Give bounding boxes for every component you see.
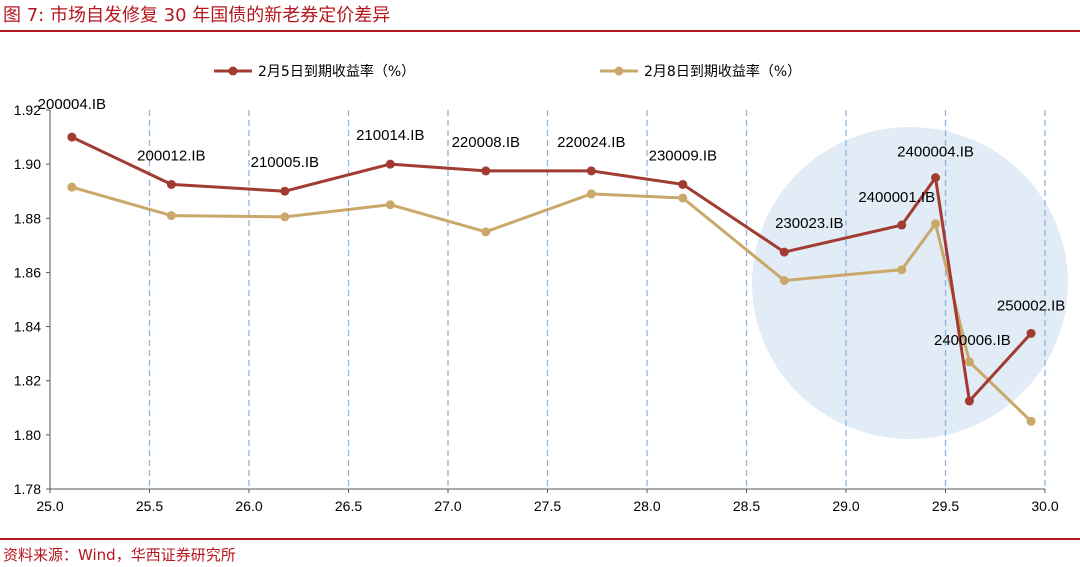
point-label: 220024.IB [557, 134, 625, 151]
legend-entry: 2月8日到期收益率（%） [644, 63, 801, 80]
y-tick-label: 1.92 [14, 102, 41, 118]
series-1-point [385, 159, 395, 169]
legend-swatch-marker [614, 66, 624, 76]
series-2-point [897, 265, 907, 275]
series-1-point [1026, 328, 1036, 338]
y-tick-label: 1.78 [14, 481, 41, 497]
x-tick-label: 28.5 [733, 498, 760, 514]
point-label: 210014.IB [356, 127, 424, 144]
point-labels: 200004.IB 200012.IB 210005.IB 210014.IB 2200… [38, 96, 1066, 349]
x-tick-label: 29.0 [832, 498, 859, 514]
series-2-point [678, 193, 688, 203]
axes: 25.0 25.5 26.0 26.5 27.0 27.5 28.0 28.5 29.0 29.5… [14, 102, 1059, 514]
series-1-point [586, 166, 596, 176]
highlight-circle [752, 127, 1068, 439]
x-tick-label: 25.5 [136, 498, 163, 514]
series-1-point [481, 166, 491, 176]
y-tick-label: 1.80 [14, 427, 41, 443]
x-tick-label: 25.0 [36, 498, 63, 514]
figure-title: 图 7: 市场自发修复 30 年国债的新老券定价差异 [3, 5, 391, 26]
series-2-point [166, 211, 176, 221]
point-label: 200012.IB [137, 147, 205, 164]
series-2-point [779, 276, 789, 286]
series-1-point [280, 186, 290, 196]
point-label: 230009.IB [649, 147, 717, 164]
series-1-point [67, 132, 77, 142]
yield-line-chart: 25.0 25.5 26.0 26.5 27.0 27.5 28.0 28.5 29.0 29.5… [14, 63, 1068, 514]
y-tick-label: 1.86 [14, 264, 41, 280]
series-1-point [779, 247, 789, 257]
series-1-point [166, 179, 176, 189]
series-2-point [586, 189, 596, 199]
x-tick-label: 27.5 [534, 498, 561, 514]
series-2-point [280, 212, 290, 222]
x-tick-label: 30.0 [1031, 498, 1058, 514]
x-tick-label: 26.5 [335, 498, 362, 514]
series-2-point [67, 182, 77, 192]
y-tick-label: 1.90 [14, 156, 41, 172]
series-2-point [481, 227, 491, 237]
series-line-1 [71, 135, 1033, 403]
x-tick-label: 27.0 [434, 498, 461, 514]
y-tick-label: 1.84 [14, 319, 41, 335]
legend-entry: 2月5日到期收益率（%） [258, 63, 415, 80]
series-line-2 [71, 185, 1033, 423]
series-2-point [385, 200, 395, 210]
point-label: 2400001.IB [858, 189, 935, 206]
x-tick-label: 28.0 [633, 498, 660, 514]
point-label: 2400006.IB [934, 332, 1011, 349]
point-label: 230023.IB [775, 215, 843, 232]
series-1-point [931, 173, 941, 183]
point-label: 220008.IB [452, 134, 520, 151]
series-2-point [931, 219, 941, 229]
series-1-point [964, 396, 974, 406]
point-label: 210005.IB [251, 154, 319, 171]
point-label: 200004.IB [38, 96, 106, 113]
series-2-point [1026, 416, 1036, 426]
source-note: 资料来源：Wind，华西证券研究所 [3, 546, 236, 564]
source-rule [0, 538, 1080, 540]
point-label: 2400004.IB [897, 144, 974, 161]
y-tick-label: 1.88 [14, 210, 41, 226]
x-tick-label: 29.5 [932, 498, 959, 514]
y-tick-label: 1.82 [14, 373, 41, 389]
point-label: 250002.IB [997, 297, 1065, 314]
series-1-point [897, 220, 907, 230]
title-rule [0, 30, 1080, 32]
series-2-point [964, 357, 974, 367]
x-tick-label: 26.0 [235, 498, 262, 514]
series-1-point [678, 179, 688, 189]
series-lines [67, 132, 1036, 426]
legend: 2月5日到期收益率（%） 2月8日到期收益率（%） [214, 63, 801, 80]
legend-swatch-marker [228, 66, 238, 76]
